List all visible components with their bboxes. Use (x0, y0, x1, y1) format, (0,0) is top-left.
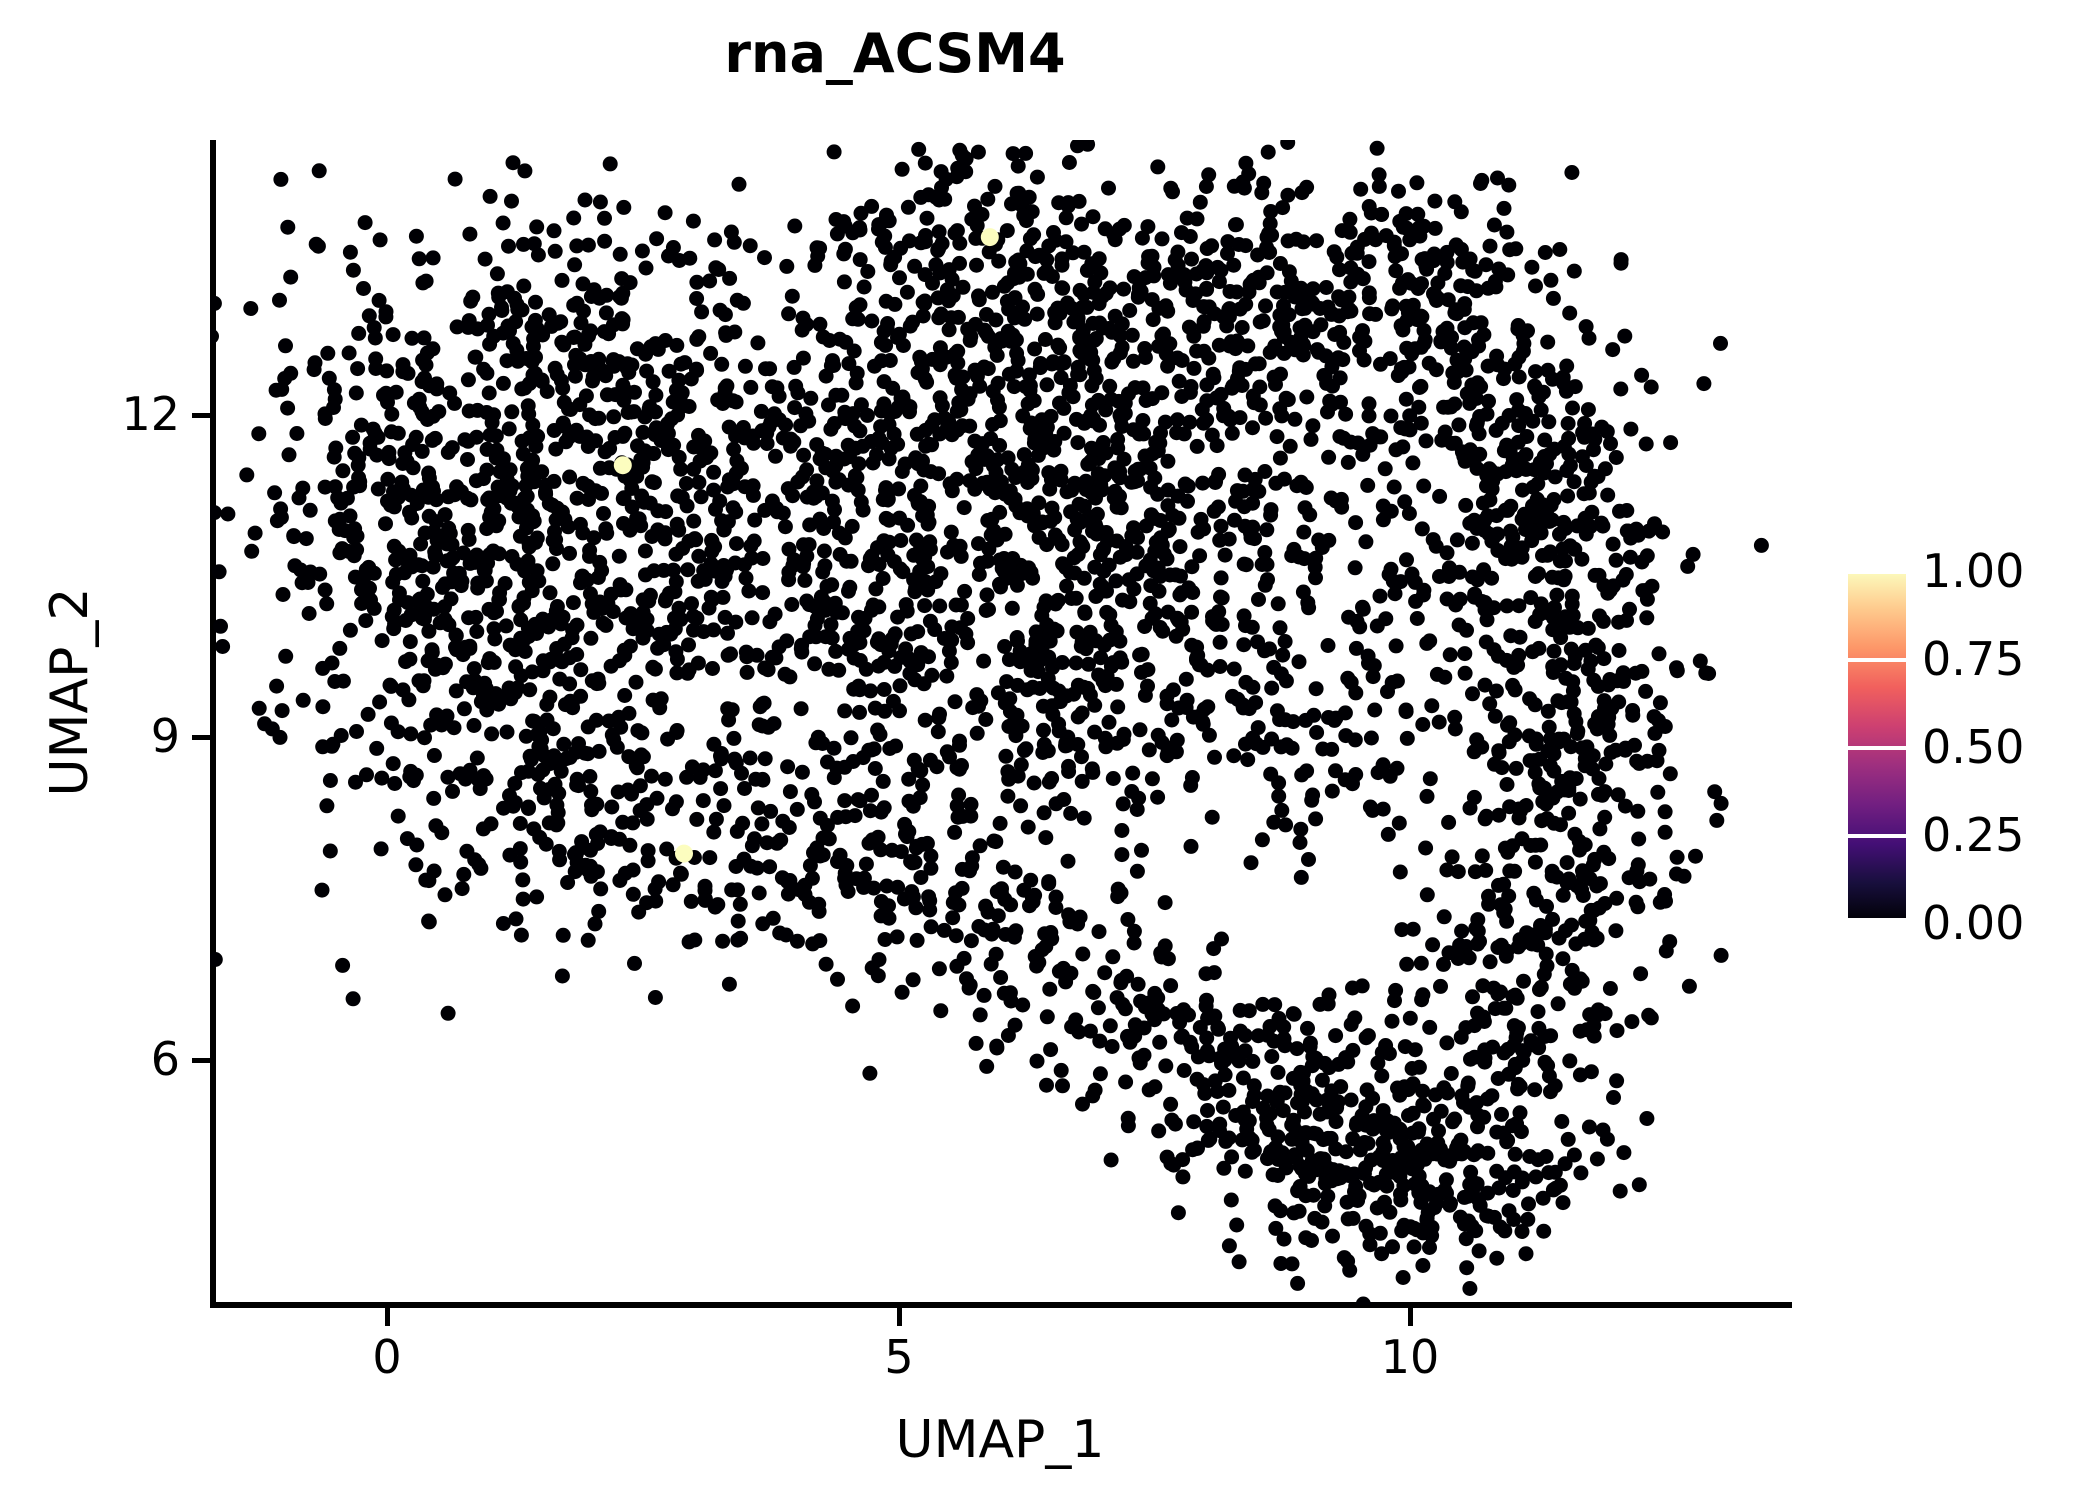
y-tick-label-6: 6 (150, 1032, 180, 1086)
colorbar-label-1: 1.00 (1922, 544, 2025, 598)
y-tick-label-12: 12 (121, 387, 180, 441)
colorbar-tick-075 (1848, 658, 1906, 662)
y-axis-label: UMAP_2 (40, 587, 100, 797)
x-tick-label-0: 0 (372, 1330, 402, 1384)
y-tick-mark-6 (192, 1058, 210, 1063)
x-tick-label-5: 5 (884, 1330, 914, 1384)
x-tick-mark-0 (385, 1308, 390, 1326)
page-title: rna_ACSM4 (724, 22, 1066, 85)
y-tick-label-9: 9 (150, 709, 180, 763)
highlighted-point (613, 456, 632, 475)
x-axis-spine (210, 1302, 1792, 1308)
colorbar-tick-025 (1848, 834, 1906, 838)
x-tick-mark-10 (1408, 1308, 1413, 1326)
colorbar-legend[interactable]: 1.00 0.75 0.50 0.25 0.00 (1848, 548, 2088, 946)
colorbar-label-000: 0.00 (1922, 896, 2025, 950)
colorbar-label-025: 0.25 (1922, 808, 2025, 862)
y-tick-mark-9 (192, 735, 210, 740)
y-axis-spine (210, 140, 216, 1308)
colorbar-tick-1 (1848, 570, 1906, 574)
scatter-points-svg (210, 140, 1769, 1305)
colorbar-tick-000 (1848, 918, 1906, 922)
colorbar-label-050: 0.50 (1922, 720, 2025, 774)
y-tick-mark-12 (192, 413, 210, 418)
x-tick-label-10: 10 (1380, 1330, 1440, 1384)
x-tick-mark-5 (897, 1308, 902, 1326)
colorbar-tick-050 (1848, 746, 1906, 750)
colorbar-label-075: 0.75 (1922, 632, 2025, 686)
scatter-plot-area (210, 140, 1790, 1305)
highlighted-point (980, 228, 999, 247)
x-axis-label: UMAP_1 (895, 1410, 1105, 1470)
highlighted-point (675, 844, 693, 863)
